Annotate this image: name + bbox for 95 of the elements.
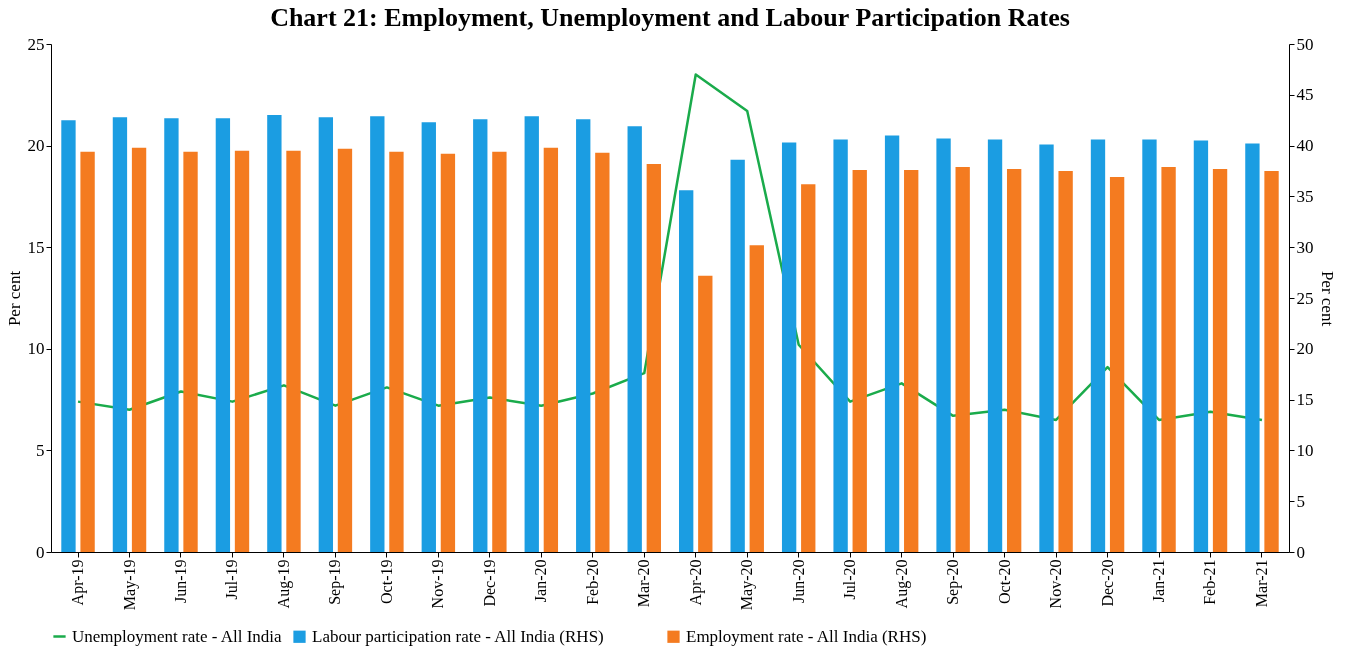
bar [1039, 144, 1054, 552]
x-tick-label: Oct-20 [995, 559, 1013, 604]
x-tick-label: Jul-20 [841, 559, 859, 600]
x-tick-label: Oct-19 [377, 559, 395, 604]
x-tick-label: Dec-19 [480, 559, 498, 607]
legend-label: Labour participation rate - All India (RHS) [312, 626, 604, 646]
bar [1006, 168, 1022, 552]
bar [267, 115, 282, 552]
x-tick-label: Jan-21 [1150, 559, 1168, 603]
y2-tick-label: 15 [1296, 390, 1314, 410]
y-tick-label: 0 [36, 542, 45, 562]
bar [1090, 139, 1106, 552]
y2-tick-label: 20 [1296, 339, 1314, 359]
bar [1212, 168, 1228, 552]
bar [1193, 140, 1209, 552]
bar [286, 150, 301, 552]
y2-tick-label: 45 [1296, 85, 1314, 105]
bar [164, 118, 179, 552]
y2-tick-label: 35 [1296, 186, 1314, 206]
bar [801, 184, 816, 552]
y2-tick-label: 30 [1296, 237, 1314, 257]
bar [131, 147, 147, 552]
y2-tick-label: 10 [1296, 440, 1314, 460]
bar [987, 139, 1003, 552]
bar [318, 117, 334, 552]
x-tick-label: Nov-19 [429, 559, 447, 609]
y-tick-label: 15 [27, 237, 45, 257]
x-tick-label: Nov-20 [1047, 559, 1065, 609]
bar [215, 118, 231, 552]
y-tick-label: 10 [27, 339, 45, 359]
bar [183, 151, 198, 552]
x-tick-label: Aug-19 [274, 559, 293, 609]
x-tick-label: May-19 [120, 559, 139, 611]
legend-label: Unemployment rate - All India [72, 626, 283, 646]
bar [852, 169, 867, 552]
bar [421, 122, 436, 552]
bar [473, 119, 488, 552]
bar [627, 126, 642, 552]
x-tick-label: Sep-19 [326, 559, 345, 605]
y2-tick-label: 50 [1296, 34, 1314, 54]
bar [1264, 171, 1279, 552]
x-tick-label: Jun-19 [171, 559, 189, 604]
bar [698, 275, 713, 552]
bar [112, 117, 128, 552]
bar [80, 151, 95, 552]
x-tick-label: Feb-20 [583, 559, 601, 605]
bar [955, 166, 970, 552]
bar [389, 151, 404, 552]
x-tick-label: Aug-20 [892, 559, 911, 609]
y-axis-title: Per cent [4, 270, 24, 327]
x-tick-label: Jul-19 [223, 559, 241, 600]
bar [370, 116, 385, 552]
bar [595, 152, 610, 552]
x-tick-label: Dec-20 [1098, 559, 1116, 607]
bar [1161, 166, 1176, 552]
x-tick-label: May-20 [738, 559, 757, 611]
y-tick-label: 5 [36, 440, 45, 460]
y-tick-label: 20 [27, 136, 45, 156]
bar [1058, 171, 1073, 552]
chart-title: Chart 21: Employment, Unemployment and Labour Participation Rates [270, 3, 1070, 32]
bar [1142, 139, 1157, 552]
legend-label: Employment rate - All India (RHS) [686, 626, 927, 646]
bar [234, 150, 250, 552]
bar [884, 135, 900, 552]
x-tick-label: Jan-20 [532, 559, 550, 603]
bar [833, 139, 848, 552]
bar [576, 119, 591, 552]
y2-tick-label: 5 [1296, 491, 1305, 511]
bar [543, 147, 559, 552]
bar [749, 245, 764, 552]
x-tick-label: Sep-20 [944, 559, 963, 605]
x-tick-label: Mar-20 [635, 559, 653, 608]
bar [781, 142, 797, 552]
x-tick-label: Mar-21 [1252, 559, 1270, 608]
bar [936, 138, 951, 552]
x-tick-label: Apr-20 [686, 559, 705, 606]
bar [492, 151, 507, 552]
y2-axis-title: Per cent [1317, 270, 1337, 327]
bar [440, 153, 456, 552]
bar [646, 163, 661, 552]
bar [61, 120, 76, 552]
y2-tick-label: 0 [1296, 542, 1305, 562]
bar [337, 148, 353, 552]
bar [679, 190, 694, 552]
y-tick-label: 25 [27, 34, 45, 54]
x-tick-label: Feb-21 [1201, 559, 1219, 605]
x-tick-label: Jun-20 [789, 559, 807, 604]
y2-tick-label: 25 [1296, 288, 1314, 308]
bar [730, 159, 745, 552]
x-tick-label: Apr-19 [69, 559, 88, 606]
bar [1245, 143, 1260, 552]
bar [904, 169, 919, 552]
y2-tick-label: 40 [1296, 136, 1314, 156]
bar [1109, 177, 1125, 552]
bar [524, 116, 539, 552]
